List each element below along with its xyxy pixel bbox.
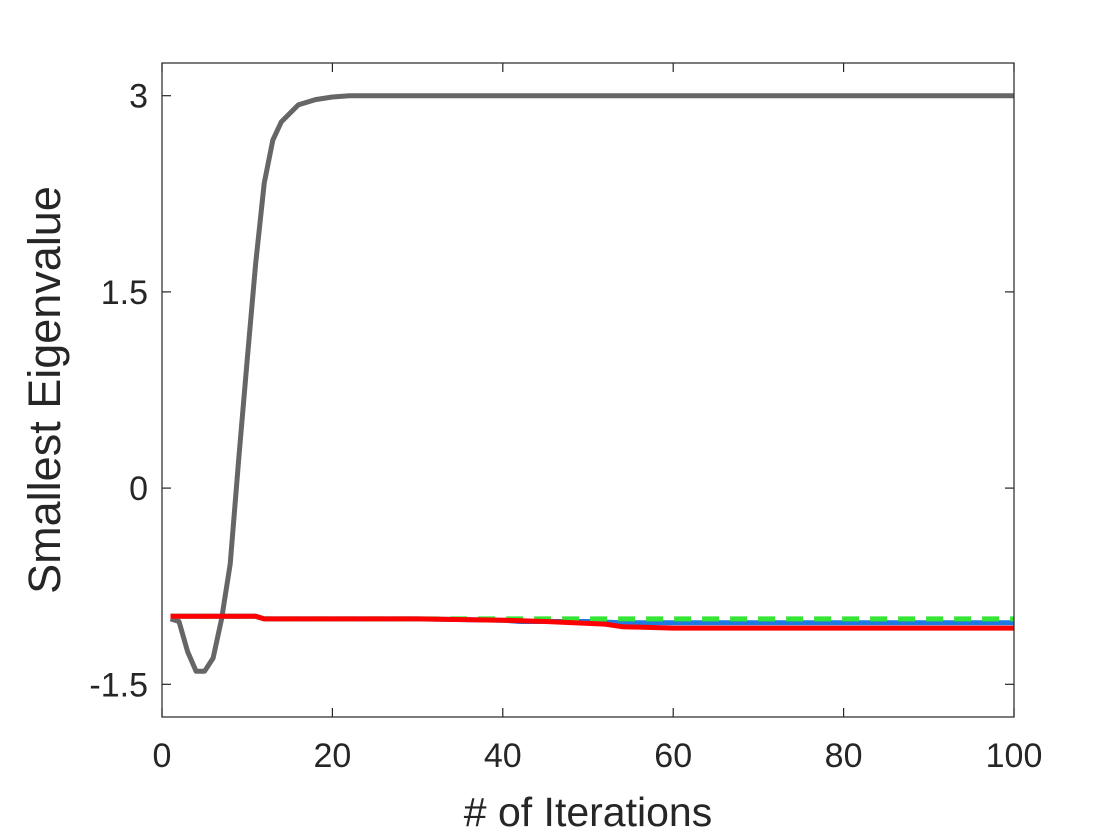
series-line-1 [169,93,1014,674]
x-tick-label: 20 [313,737,351,775]
x-tick-label: 60 [654,737,692,775]
y-tick-label: -1.5 [89,666,148,704]
y-tick-label: 1.5 [101,274,148,312]
x-tick-label: 80 [825,737,863,775]
plot-frame [161,62,1015,718]
y-tick-label: 0 [129,470,148,508]
y-tick-label: 3 [129,78,148,116]
series-line-4 [170,613,1014,631]
x-axis-title: # of Iterations [464,789,712,835]
x-tick-label: 40 [484,737,522,775]
plot-area-background [162,63,1014,717]
x-tick-label: 0 [153,737,172,775]
tick-labels: 0 20 40 60 80 100-1.501.53 [89,78,1042,775]
series-layer [169,93,1014,674]
y-axis-title: Smallest Eigenvalue [19,186,70,594]
x-tick-label: 100 [986,737,1043,775]
